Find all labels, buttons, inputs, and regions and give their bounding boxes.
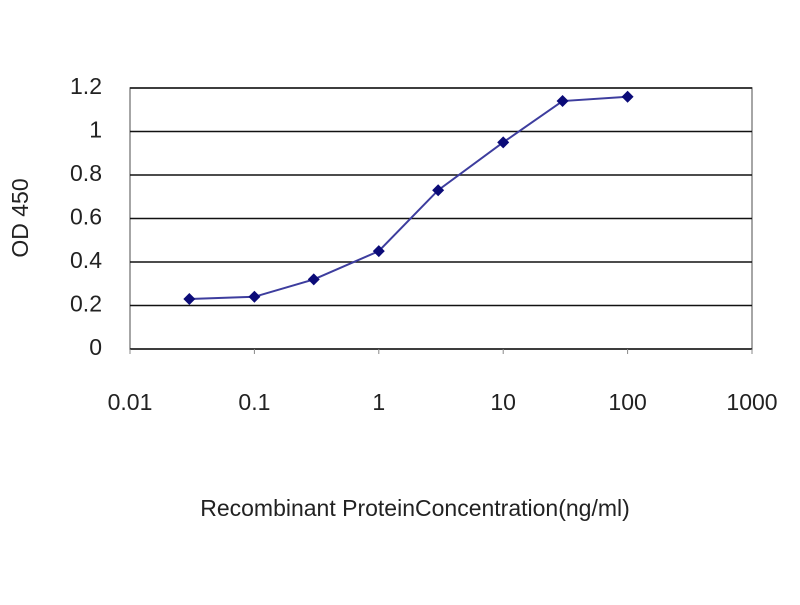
marker: [497, 136, 510, 149]
marker: [621, 90, 634, 103]
marker: [183, 292, 196, 305]
x-tick-label: 0.01: [108, 389, 153, 415]
y-tick-label: 0: [89, 334, 102, 360]
marker: [307, 273, 320, 286]
y-tick-label: 0.4: [70, 247, 102, 273]
line: [189, 95, 628, 300]
x-tick-label: 100: [608, 389, 646, 415]
x-tick-label: 0.1: [238, 389, 270, 415]
marker: [432, 184, 445, 197]
y-axis-label: OD 450: [7, 178, 33, 257]
y-tick-label: 0.2: [70, 291, 102, 317]
marker: [372, 245, 385, 258]
y-tick-label: 1: [89, 117, 102, 143]
y-tick-label: 0.8: [70, 160, 102, 186]
y-tick-label: 1.2: [70, 73, 102, 99]
x-tick-label: 1000: [726, 389, 777, 415]
y-tick-label: 0.6: [70, 204, 102, 230]
marker: [248, 290, 261, 303]
x-axis-label: Recombinant ProteinConcentration(ng/ml): [200, 495, 630, 521]
x-tick-label: 1: [372, 389, 385, 415]
marker: [556, 95, 569, 108]
x-tick-label: 10: [490, 389, 516, 415]
